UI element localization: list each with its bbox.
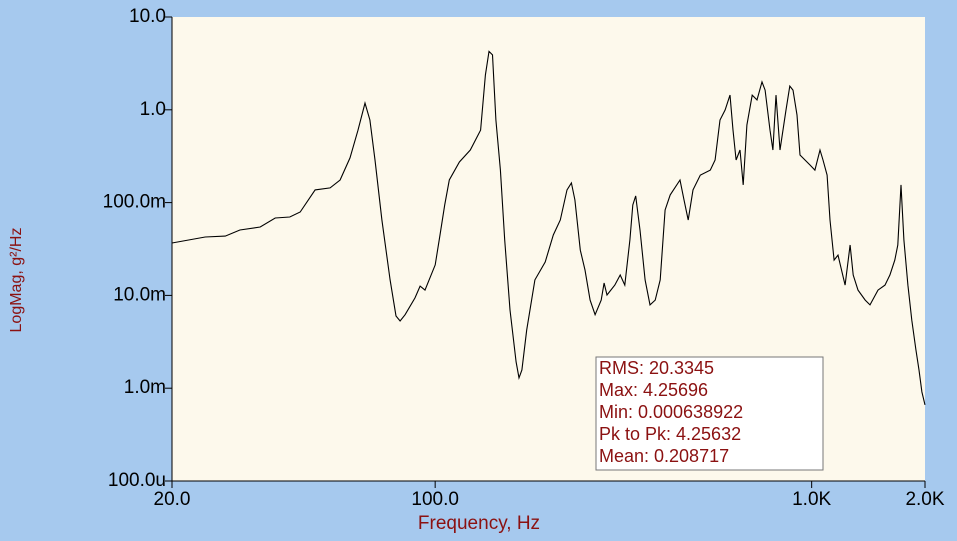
y-tick-label: 1.0: [140, 99, 166, 120]
x-tick-label: 20.0: [154, 489, 191, 510]
stats-line: Max: 4.25696: [599, 380, 708, 400]
psd-line: [171, 50, 926, 406]
x-tick-label: 2.0K: [905, 489, 944, 510]
y-tick-label: 10.0m: [113, 284, 166, 305]
y-tick-label: 100.0m: [103, 192, 166, 213]
stats-line: Pk to Pk: 4.25632: [599, 424, 741, 444]
y-tick-label: 10.0: [129, 6, 166, 27]
x-axis-title: Frequency, Hz: [418, 513, 540, 534]
stats-box: [595, 356, 824, 471]
x-tick-label: 100.0: [411, 489, 459, 510]
y-tick-label: 100.0u: [108, 470, 166, 491]
stats-line: Mean: 0.208717: [599, 446, 729, 466]
stats-line: Min: 0.000638922: [599, 402, 743, 422]
y-axis-title: LogMag, g²/Hz: [8, 228, 25, 333]
y-tick-label: 1.0m: [124, 377, 166, 398]
plot: [171, 50, 926, 406]
x-tick-label: 1.0K: [792, 489, 831, 510]
stats-line: RMS: 20.3345: [599, 358, 714, 378]
